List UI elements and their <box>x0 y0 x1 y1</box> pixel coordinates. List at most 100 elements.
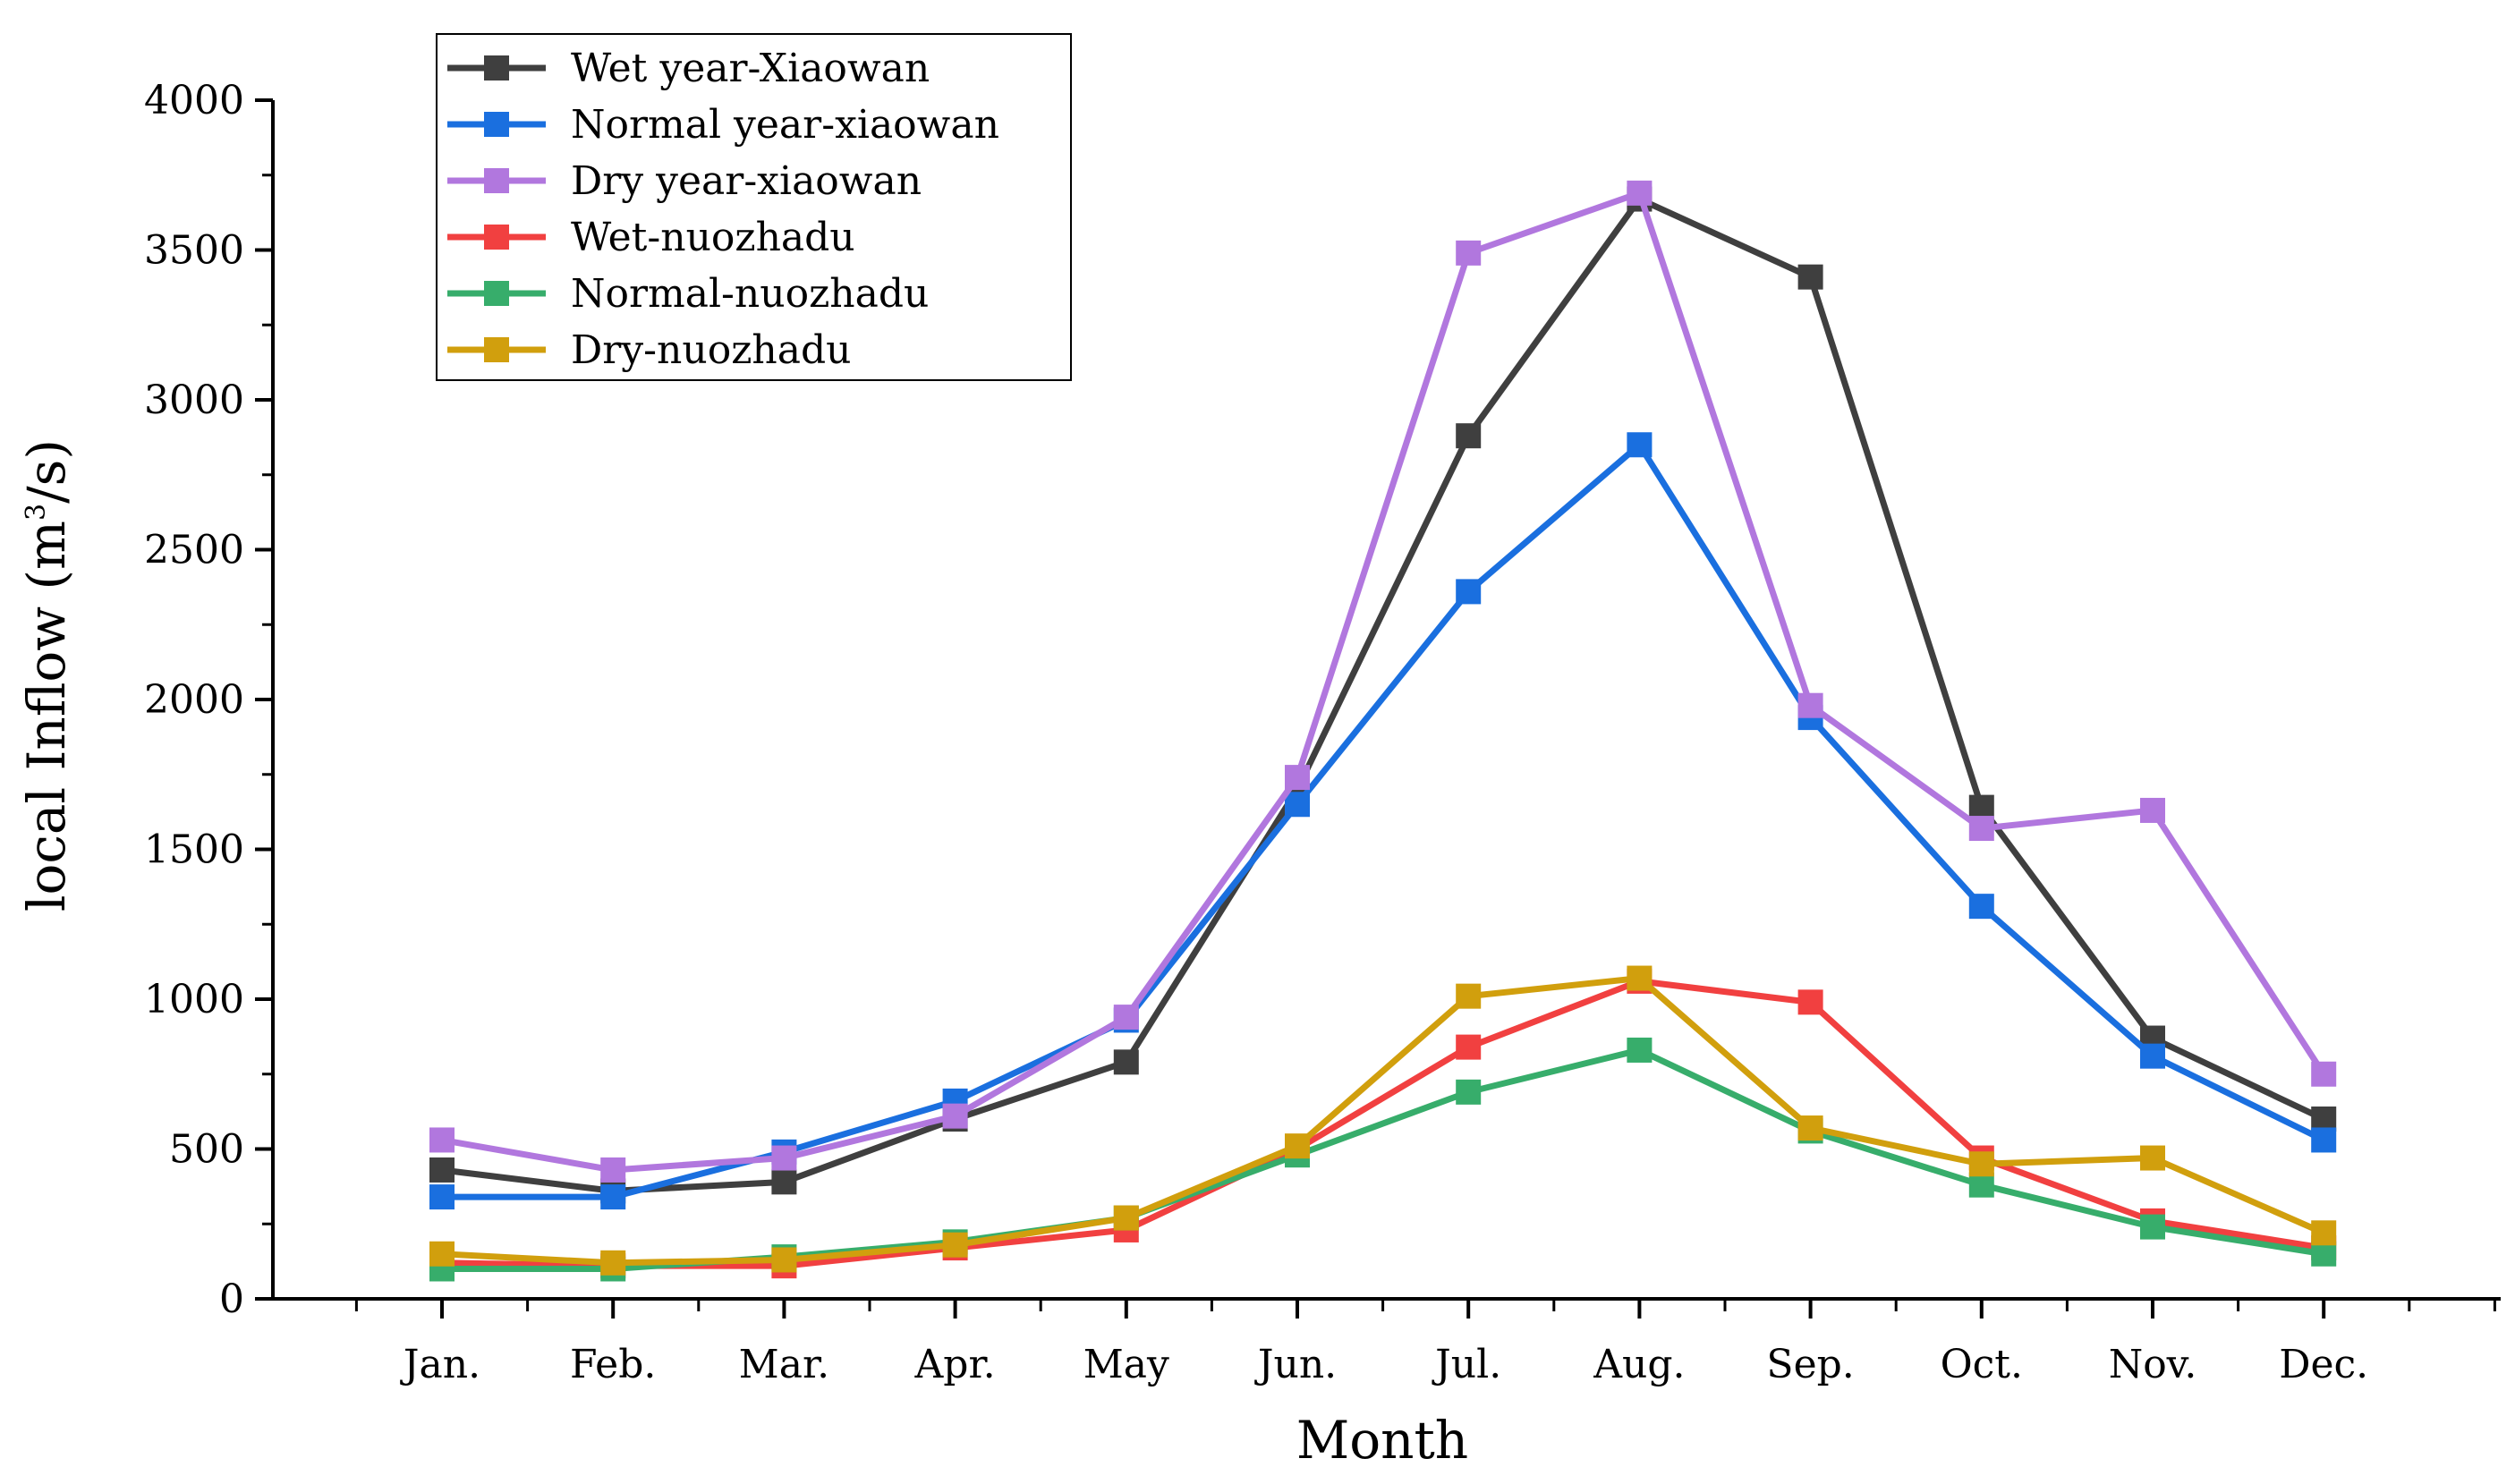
data-point <box>1627 1037 1653 1063</box>
data-point <box>771 1169 797 1195</box>
x-axis-ticks: Jan. Feb. Mar. Apr. May Jun. Jul. Aug. Sep. Oct. N… <box>354 1299 2496 1387</box>
data-point <box>2311 1061 2337 1087</box>
legend: Wet year-Xiaowan Normal year-xiaowan Dry y… <box>436 33 1072 381</box>
x-tick-label: Jul. <box>1432 1342 1501 1387</box>
data-point <box>2311 1220 2337 1246</box>
legend-marker <box>484 225 509 250</box>
y-tick-label: 2500 <box>144 528 244 573</box>
data-point <box>1456 1034 1482 1060</box>
data-point <box>1456 1079 1482 1105</box>
data-point <box>2140 1214 2165 1240</box>
x-tick-label: Aug. <box>1593 1342 1685 1387</box>
x-tick-label: Dec. <box>2279 1342 2368 1387</box>
y-tick-label: 0 <box>219 1276 244 1322</box>
data-point <box>2311 1107 2337 1132</box>
x-tick-label: Jan. <box>400 1342 480 1387</box>
data-point <box>600 1250 626 1276</box>
x-tick-label: Oct. <box>1941 1342 2023 1387</box>
legend-label: Wet-nuozhadu <box>571 215 855 260</box>
data-point <box>771 1145 797 1171</box>
y-axis-ticks: 0 500 1000 1500 2000 2500 3000 3500 4000 <box>144 78 273 1322</box>
data-point <box>2311 1127 2337 1153</box>
x-tick-label: May <box>1083 1342 1169 1387</box>
y-tick-label: 3500 <box>144 228 244 274</box>
data-point <box>1456 240 1482 266</box>
data-point <box>2311 1241 2337 1267</box>
y-tick-label: 1500 <box>144 827 244 873</box>
data-point <box>429 1127 455 1153</box>
legend-entry: Normal-nuozhadu <box>447 271 929 317</box>
data-point <box>1627 180 1653 206</box>
series-line <box>441 978 2324 1269</box>
data-point <box>1113 1049 1139 1075</box>
legend-label: Dry-nuozhadu <box>571 327 851 373</box>
y-tick-label: 2000 <box>144 677 244 723</box>
legend-marker <box>484 281 509 306</box>
data-point <box>1797 692 1823 718</box>
data-point <box>1968 794 1994 820</box>
legend-entry: Normal year-xiaowan <box>447 102 999 148</box>
data-point <box>1968 816 1994 842</box>
data-point <box>1456 983 1482 1009</box>
data-point <box>1285 765 1310 791</box>
series-layer <box>429 180 2337 1282</box>
data-point <box>429 1157 455 1183</box>
data-point <box>1456 579 1482 605</box>
legend-label: Wet year-Xiaowan <box>571 46 930 91</box>
data-point <box>771 1247 797 1273</box>
series-line <box>441 975 2325 1267</box>
legend-marker <box>484 168 509 193</box>
data-point <box>1627 432 1653 458</box>
legend-marker <box>484 112 509 137</box>
data-point <box>1968 894 1994 920</box>
data-point <box>1113 1205 1139 1231</box>
legend-entry: Dry year-xiaowan <box>447 158 922 204</box>
data-point <box>429 1184 455 1210</box>
series-group <box>429 180 2337 1183</box>
x-tick-label: Jun. <box>1254 1342 1337 1387</box>
y-axis-title-main: local Inflow (m <box>16 521 77 912</box>
data-point <box>1968 1172 1994 1198</box>
data-point <box>942 1232 968 1258</box>
series-line <box>441 190 2327 1174</box>
legend-marker <box>484 337 509 362</box>
legend-label: Dry year-xiaowan <box>571 158 922 204</box>
legend-entry: Wet-nuozhadu <box>447 215 855 260</box>
data-point <box>1285 792 1310 818</box>
data-point <box>1285 1133 1310 1159</box>
legend-label: Normal-nuozhadu <box>571 271 929 317</box>
data-point <box>1797 989 1823 1015</box>
data-point <box>600 1184 626 1210</box>
y-tick-label: 3000 <box>144 377 244 423</box>
data-point <box>2140 1043 2165 1069</box>
data-point <box>1797 264 1823 290</box>
legend-entry: Wet year-Xiaowan <box>447 46 930 91</box>
series-group <box>429 965 2337 1276</box>
data-point <box>1797 1115 1823 1141</box>
legend-label: Normal year-xiaowan <box>571 102 999 148</box>
data-point <box>429 1241 455 1267</box>
x-tick-label: Sep. <box>1766 1342 1854 1387</box>
data-point <box>600 1157 626 1183</box>
y-tick-label: 500 <box>169 1127 244 1173</box>
x-tick-label: Feb. <box>570 1342 656 1387</box>
y-axis-title: local Inflow (m3/s) <box>16 439 77 912</box>
x-tick-label: Apr. <box>914 1342 996 1387</box>
data-point <box>2140 797 2165 823</box>
data-point <box>2140 1145 2165 1171</box>
series-line <box>441 196 2325 1194</box>
legend-box <box>436 33 1072 381</box>
y-tick-label: 4000 <box>144 78 244 123</box>
x-tick-label: Mar. <box>739 1342 829 1387</box>
data-point <box>1456 423 1482 449</box>
data-point <box>1113 1005 1139 1030</box>
x-tick-label: Nov. <box>2109 1342 2197 1387</box>
data-point <box>1968 1151 1994 1177</box>
data-point <box>942 1103 968 1129</box>
y-tick-label: 1000 <box>144 977 244 1022</box>
x-axis-title: Month <box>1296 1410 1468 1471</box>
y-axis-title-tail: /s) <box>16 439 77 504</box>
data-point <box>1627 965 1653 991</box>
y-axis-title-superscript: 3 <box>21 504 52 521</box>
